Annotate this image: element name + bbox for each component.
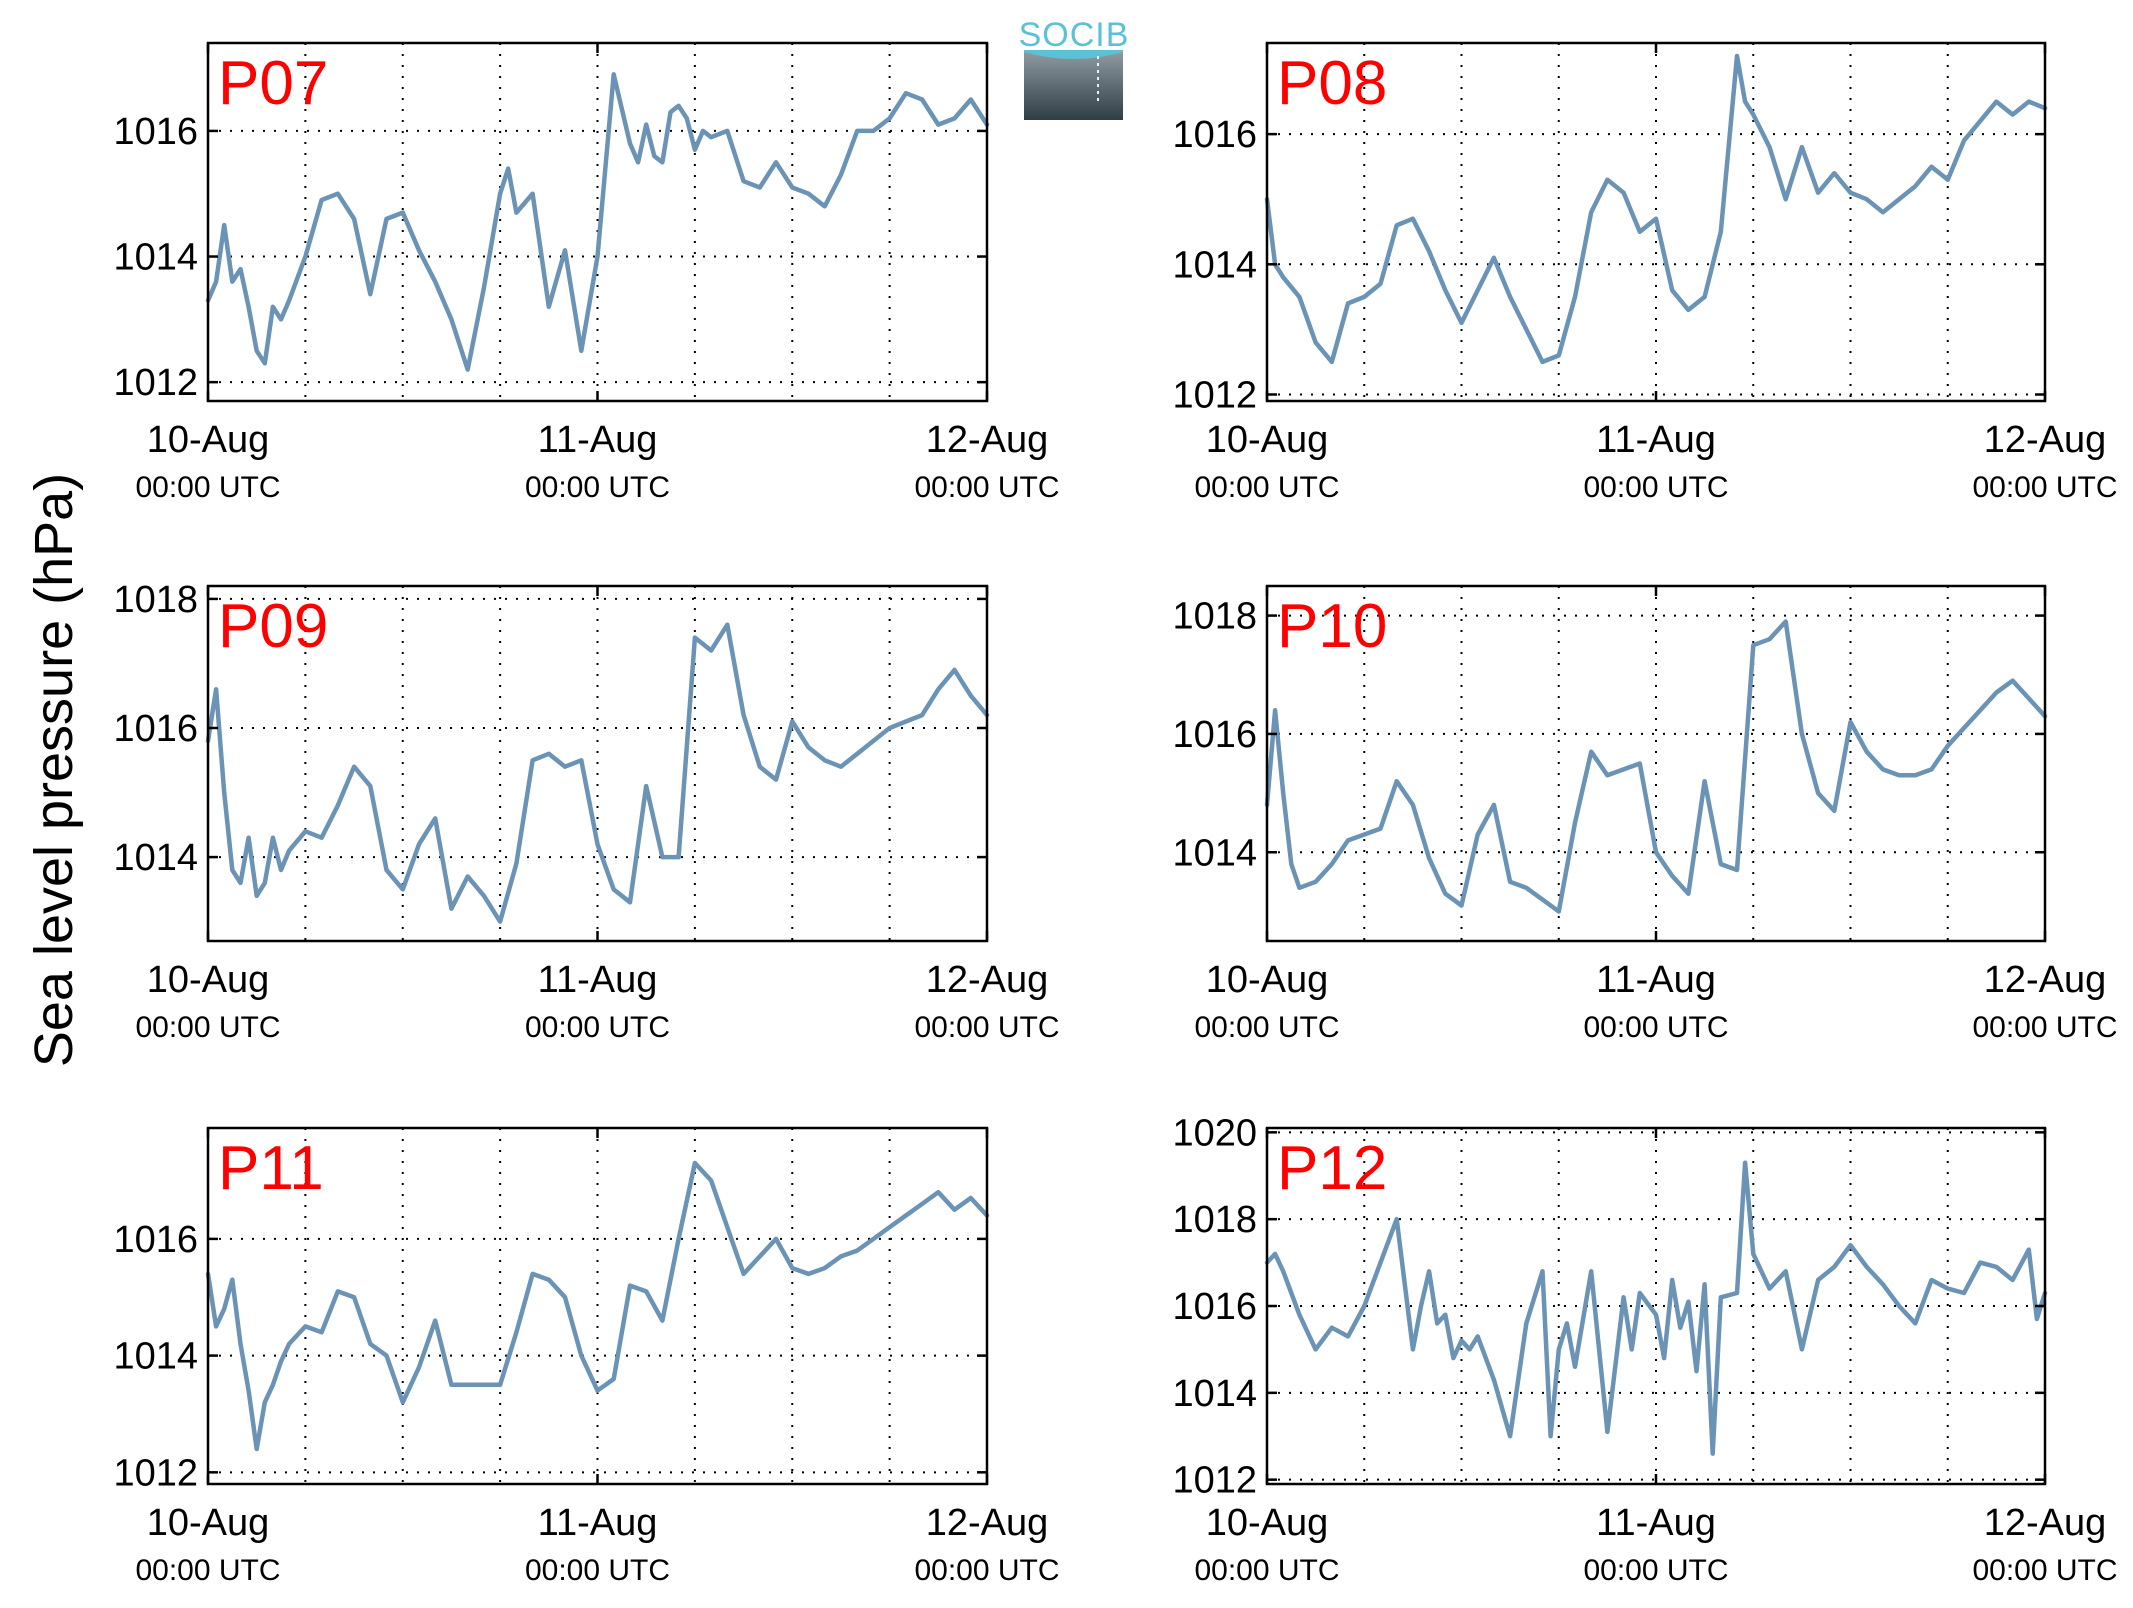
y-tick-label: 1014 [1172,832,1257,874]
y-tick-label: 1014 [1172,244,1257,286]
panel-p11: 1012 1014 1016 10-Aug 00:00 UTC 11-Aug 00:00 U… [113,1126,1060,1587]
y-tick-label: 1018 [113,579,198,621]
x-tick-date-label: 12-Aug [1984,419,2107,461]
x-tick-time-label: 00:00 UTC [914,1554,1059,1587]
panel-p10: 1014 1016 1018 10-Aug 00:00 UTC 11-Aug 00:00 U… [1172,584,2118,1044]
y-tick-label: 1014 [113,1336,198,1378]
y-tick-label: 1016 [1172,1286,1257,1328]
x-tick-date-label: 12-Aug [1984,1502,2107,1544]
y-tick-label: 1016 [1172,114,1257,156]
x-tick-date-label: 11-Aug [538,419,658,461]
x-tick-date-label: 11-Aug [538,1502,658,1544]
panel-p09: 1014 1016 1018 10-Aug 00:00 UTC 11-Aug 00:00 U… [113,579,1059,1044]
x-tick-time-label: 00:00 UTC [1194,1011,1339,1044]
y-tick-label: 1012 [1172,1460,1257,1502]
y-tick-label: 1014 [1172,1373,1257,1415]
x-tick-date-label: 10-Aug [1206,419,1329,461]
x-tick-time-label: 00:00 UTC [1972,471,2117,504]
x-tick-time-label: 00:00 UTC [914,1011,1059,1044]
y-tick-label: 1016 [1172,714,1257,756]
x-tick-time-label: 00:00 UTC [135,471,280,504]
series-line [1264,619,2048,914]
series-line [205,622,990,924]
y-tick-label: 1016 [113,708,198,750]
y-tick-label: 1018 [1172,596,1257,638]
station-label: P07 [218,49,328,118]
x-tick-time-label: 00:00 UTC [914,471,1059,504]
x-tick-time-label: 00:00 UTC [135,1554,280,1587]
x-tick-date-label: 11-Aug [1596,1502,1716,1544]
x-tick-date-label: 10-Aug [147,959,270,1001]
y-tick-label: 1016 [113,1219,198,1261]
y-tick-label: 1020 [1172,1112,1257,1154]
series-line [1264,53,2048,365]
x-tick-date-label: 10-Aug [1206,959,1329,1001]
x-tick-time-label: 00:00 UTC [1194,471,1339,504]
series-line [1264,1160,2048,1456]
x-tick-date-label: 10-Aug [147,419,270,461]
x-tick-date-label: 12-Aug [926,959,1049,1001]
x-tick-time-label: 00:00 UTC [1972,1554,2117,1587]
station-label: P12 [1277,1134,1387,1203]
x-tick-date-label: 10-Aug [1206,1502,1329,1544]
panel-p12: 1012 1014 1016 1018 1020 10-Aug 00:00 UTC 11-Au… [1172,1112,2117,1587]
x-tick-time-label: 00:00 UTC [525,471,670,504]
x-tick-date-label: 10-Aug [147,1502,270,1544]
y-tick-label: 1014 [113,837,198,879]
series-line [205,1160,990,1452]
x-tick-time-label: 00:00 UTC [1194,1554,1339,1587]
y-tick-label: 1012 [1172,374,1257,416]
x-tick-time-label: 00:00 UTC [525,1554,670,1587]
socib-logo: SOCIB [1019,16,1130,120]
panel-p08: 1012 1014 1016 10-Aug 00:00 UTC 11-Aug 00:00 U… [1172,41,2118,504]
y-tick-label: 1016 [113,111,198,153]
x-tick-date-label: 12-Aug [926,419,1049,461]
x-tick-time-label: 00:00 UTC [135,1011,280,1044]
series-line [205,72,990,372]
y-tick-label: 1018 [1172,1199,1257,1241]
logo-text: SOCIB [1019,16,1130,54]
x-tick-time-label: 00:00 UTC [1583,1554,1728,1587]
panel-p07: 1012 1014 1016 10-Aug 00:00 UTC 11-Aug 00:00 U… [113,41,1060,504]
x-tick-time-label: 00:00 UTC [1583,1011,1728,1044]
y-tick-label: 1012 [113,362,198,404]
station-label: P09 [218,592,328,661]
x-tick-date-label: 12-Aug [1984,959,2107,1001]
station-label: P11 [218,1134,324,1203]
y-axis-label: Sea level pressure (hPa) [24,473,84,1067]
x-tick-time-label: 00:00 UTC [525,1011,670,1044]
y-tick-label: 1014 [113,237,198,279]
y-tick-label: 1012 [113,1452,198,1494]
x-tick-time-label: 00:00 UTC [1972,1011,2117,1044]
station-label: P10 [1277,592,1387,661]
x-tick-date-label: 11-Aug [538,959,658,1001]
x-tick-time-label: 00:00 UTC [1583,471,1728,504]
station-label: P08 [1277,49,1387,118]
x-tick-date-label: 12-Aug [926,1502,1049,1544]
x-tick-date-label: 11-Aug [1596,419,1716,461]
x-tick-date-label: 11-Aug [1596,959,1716,1001]
